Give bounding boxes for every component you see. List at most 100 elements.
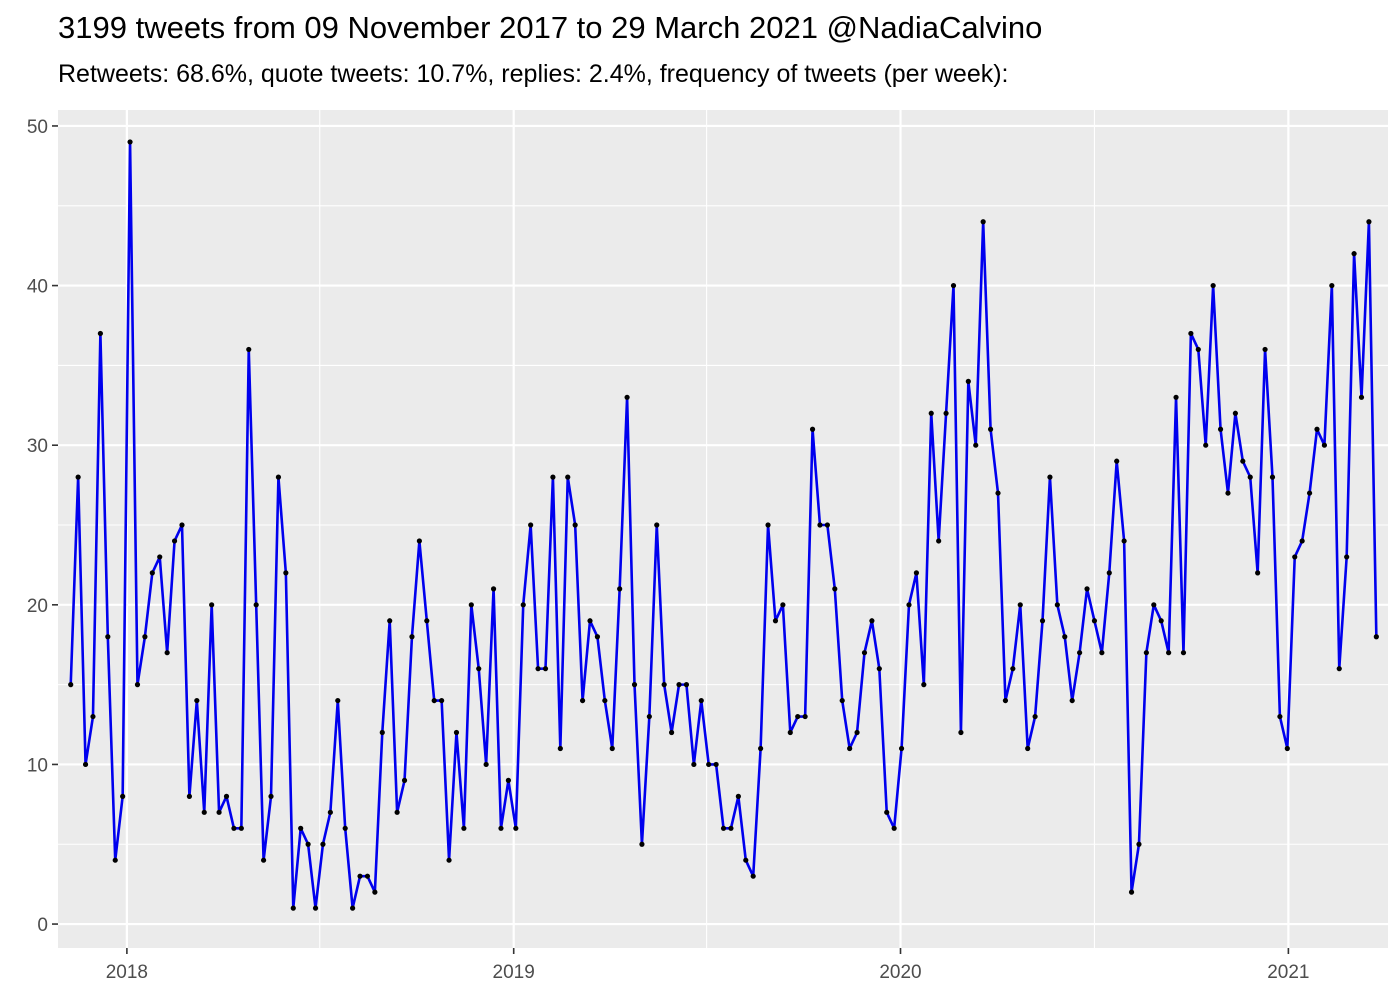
data-point <box>372 889 378 895</box>
data-point <box>1180 650 1187 656</box>
data-point <box>1306 490 1313 496</box>
data-point <box>127 139 133 145</box>
data-point <box>320 841 326 847</box>
data-point <box>105 634 111 640</box>
data-point <box>1232 410 1238 416</box>
data-point <box>1358 394 1365 400</box>
data-point <box>1351 251 1357 257</box>
x-tick-label-2020: 2020 <box>879 962 921 983</box>
data-point <box>921 682 927 688</box>
data-point <box>416 538 422 544</box>
y-tick-label-10: 10 <box>27 755 48 776</box>
data-point <box>676 682 682 688</box>
data-point <box>965 378 971 384</box>
data-point <box>186 793 193 799</box>
data-point <box>1284 745 1290 752</box>
chart-title: 3199 tweets from 09 November 2017 to 29 … <box>58 10 1043 45</box>
data-point <box>973 442 979 448</box>
data-point <box>520 602 526 608</box>
data-point <box>1143 650 1149 656</box>
data-point <box>409 634 415 640</box>
data-point <box>987 426 994 432</box>
y-tick-label-40: 40 <box>27 277 48 298</box>
data-point <box>490 586 497 592</box>
data-point <box>1136 841 1142 847</box>
data-point <box>691 761 697 768</box>
data-point <box>542 666 549 672</box>
data-point <box>223 793 230 799</box>
data-point <box>120 793 126 799</box>
data-point <box>149 570 155 576</box>
data-point <box>906 602 912 608</box>
data-point <box>706 761 712 768</box>
data-point <box>824 522 830 528</box>
data-point <box>164 650 170 656</box>
data-point <box>1032 713 1038 720</box>
data-point <box>683 682 690 688</box>
data-point <box>557 745 563 752</box>
chart-subtitle: Retweets: 68.6%, quote tweets: 10.7%, re… <box>58 60 1009 88</box>
data-point <box>1195 346 1201 353</box>
data-point <box>1344 554 1350 560</box>
data-point <box>669 729 675 736</box>
data-point <box>231 825 237 831</box>
data-point <box>483 761 489 768</box>
data-point <box>758 745 764 752</box>
data-point <box>1321 442 1328 448</box>
data-point <box>350 905 356 911</box>
data-point <box>528 522 534 528</box>
data-point <box>1069 697 1075 704</box>
data-point <box>1166 650 1172 656</box>
data-point <box>765 522 771 528</box>
data-point <box>238 825 244 831</box>
data-point <box>298 825 304 831</box>
data-point <box>1002 697 1009 704</box>
data-point <box>142 634 148 640</box>
data-point <box>1210 282 1216 289</box>
data-point <box>958 729 964 736</box>
data-point <box>171 538 178 544</box>
data-point <box>817 522 823 528</box>
data-point <box>68 682 74 688</box>
data-point <box>950 282 957 289</box>
data-point <box>461 825 467 831</box>
data-point <box>780 602 786 608</box>
data-point <box>609 745 615 752</box>
data-point <box>869 618 875 624</box>
data-point <box>743 857 749 863</box>
data-point <box>854 729 860 736</box>
data-point <box>1099 650 1105 656</box>
data-point <box>1151 602 1157 608</box>
data-point <box>424 618 430 624</box>
data-point <box>253 602 259 608</box>
data-point <box>1366 219 1372 225</box>
data-point <box>179 522 185 528</box>
data-point <box>1292 554 1298 560</box>
data-point <box>260 857 267 863</box>
data-point <box>1039 618 1046 624</box>
data-point <box>1247 474 1253 480</box>
data-point <box>453 729 460 736</box>
data-point <box>364 873 371 879</box>
data-point <box>876 666 882 672</box>
data-point <box>342 825 348 831</box>
data-point <box>839 697 845 704</box>
data-point <box>594 634 601 640</box>
data-point <box>1084 586 1090 592</box>
data-point <box>639 841 645 847</box>
data-point <box>335 697 341 704</box>
data-point <box>1255 570 1261 576</box>
data-point <box>624 394 630 400</box>
data-point <box>476 666 482 672</box>
y-tick-label-30: 30 <box>27 436 48 457</box>
axes: 0 10 20 30 40 50 2018 2019 2020 2021 <box>27 117 1310 983</box>
major-gridlines <box>58 110 1388 948</box>
data-point <box>1173 394 1179 400</box>
data-point <box>809 426 816 432</box>
data-point <box>995 490 1001 496</box>
data-point <box>750 873 756 879</box>
data-point <box>1047 474 1053 480</box>
data-point <box>1114 458 1120 464</box>
data-point <box>327 809 333 815</box>
data-point <box>1217 426 1224 432</box>
